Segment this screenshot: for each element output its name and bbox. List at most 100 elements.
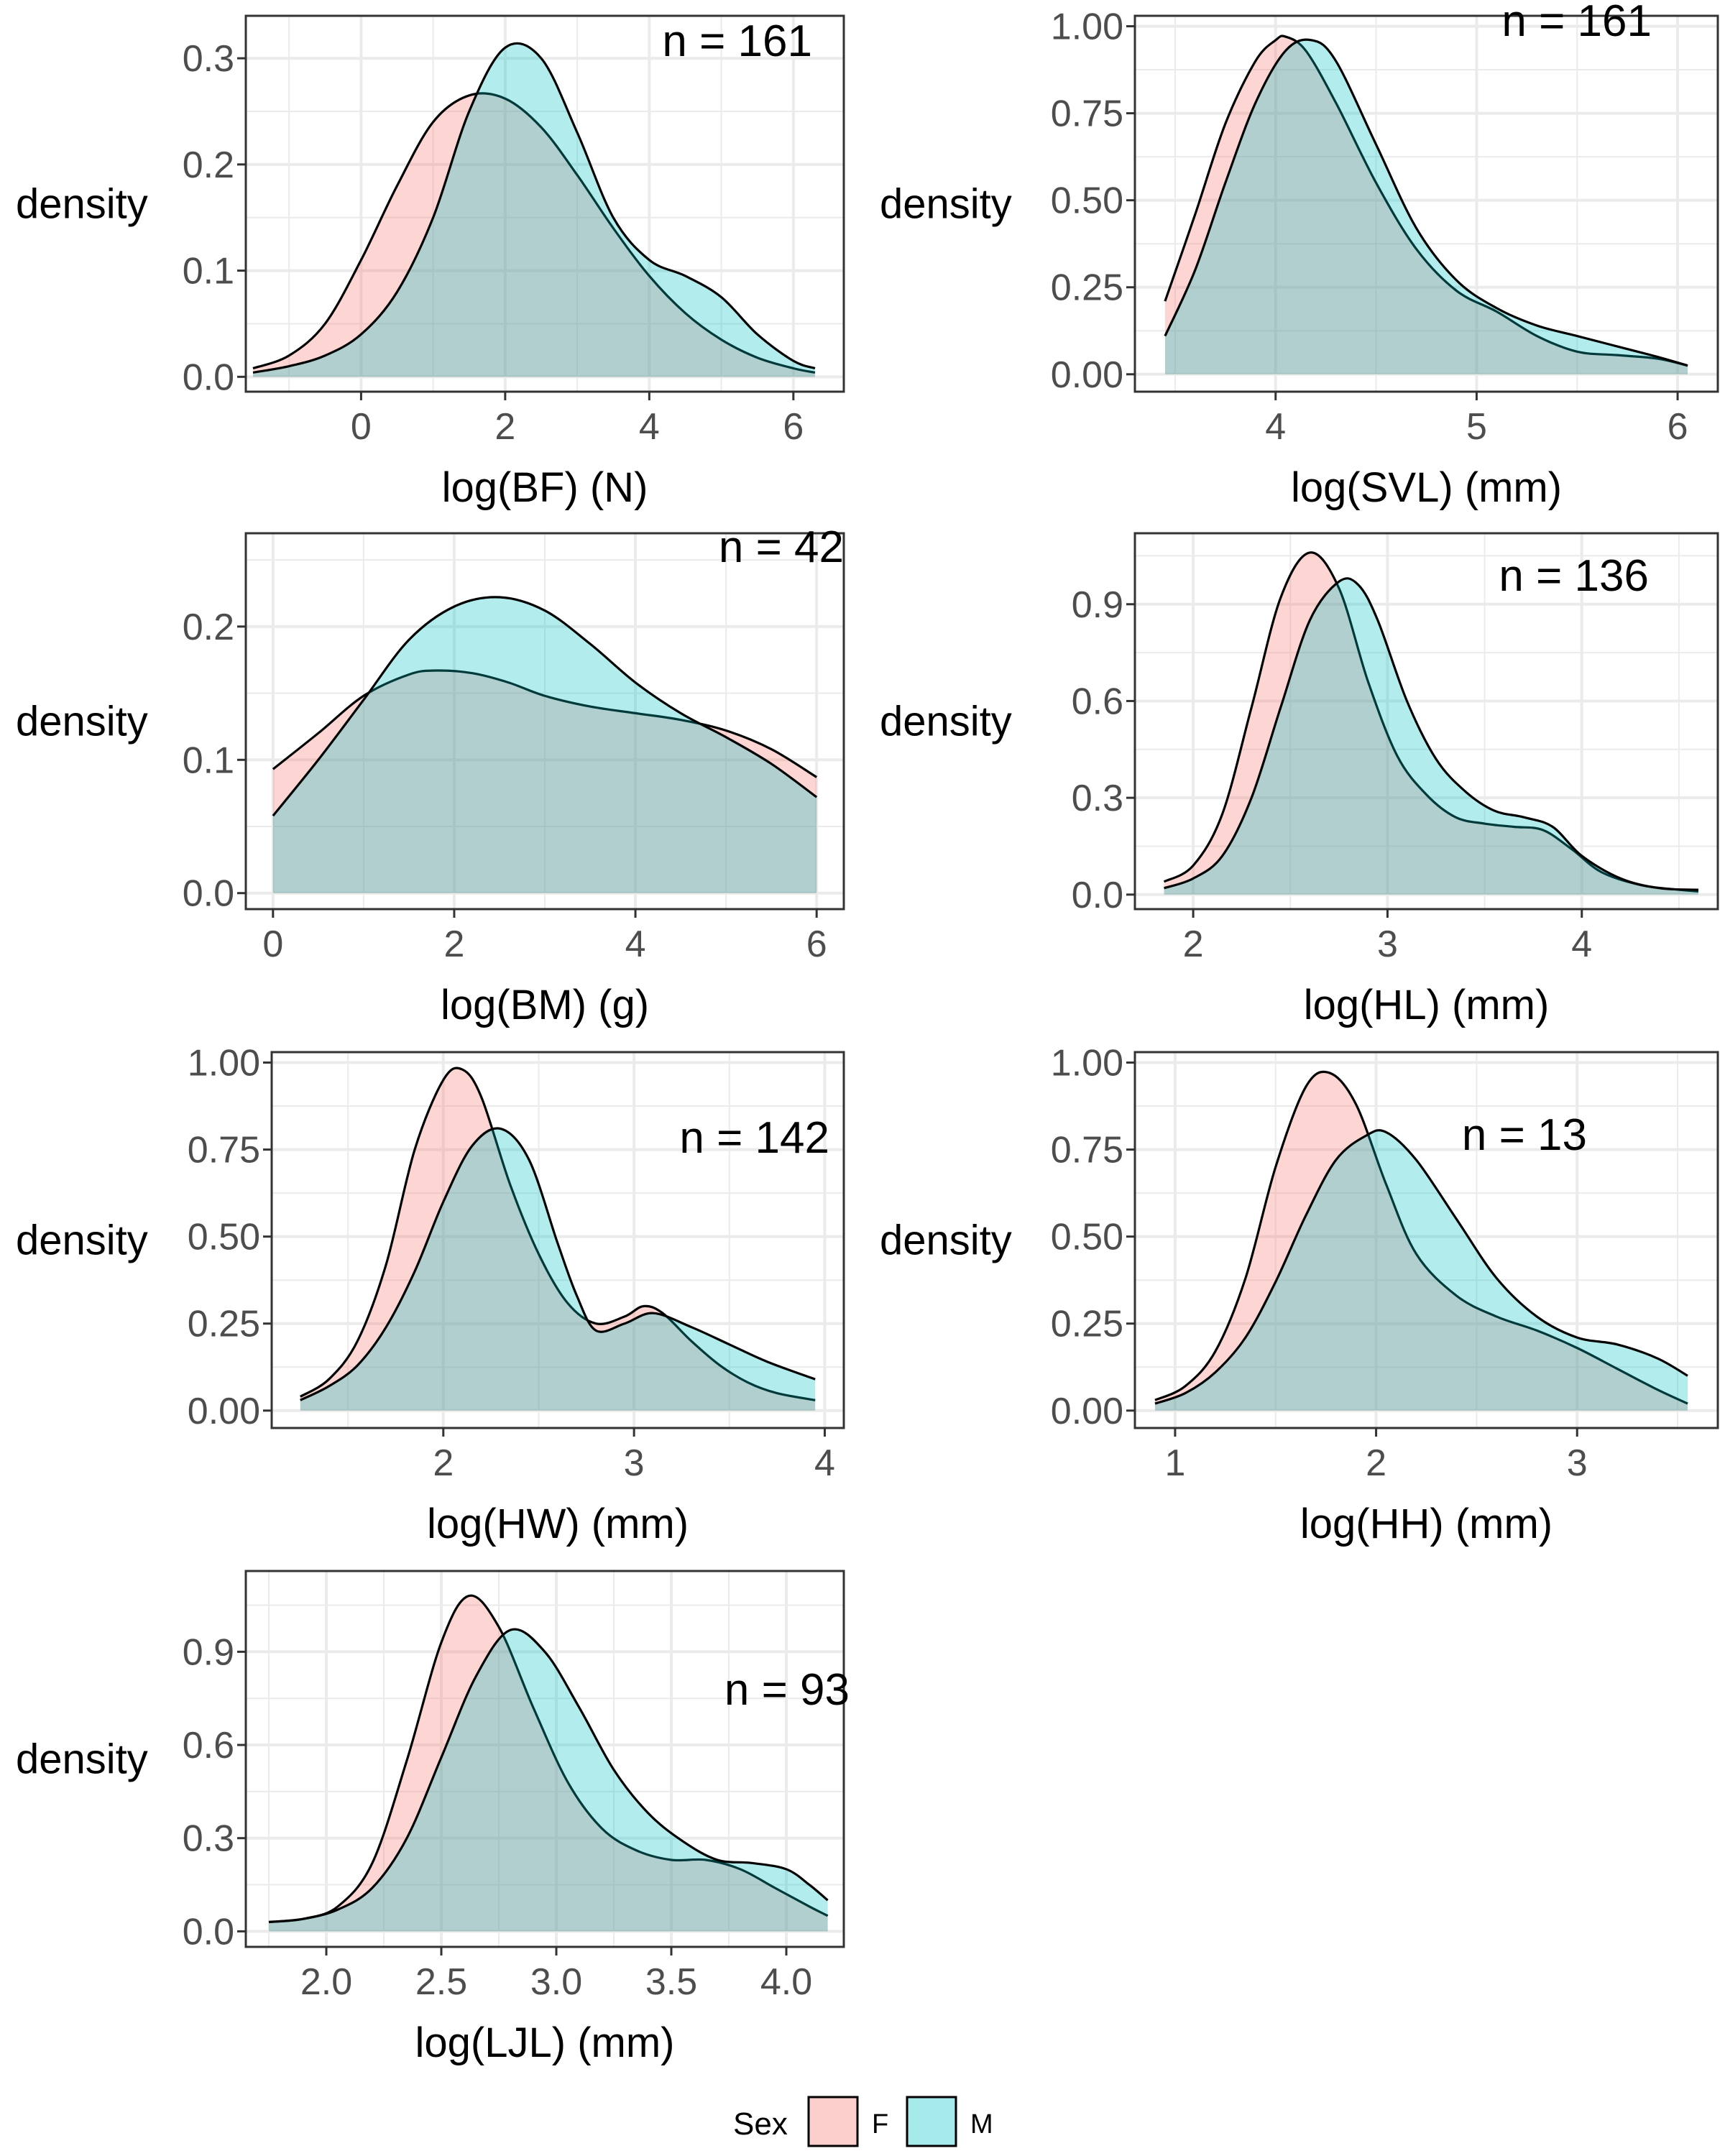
density-line-m [272,596,818,817]
panel-bf: 0 2 4 6 0.0 0.1 0.2 0.3 log(BF) (N) density n = 16… [16,14,845,511]
density-area-f [272,670,817,893]
density-areas-bm [272,596,818,893]
density-area-f [1164,35,1688,374]
legend-label-m: M [970,2109,993,2139]
x-tick-label: 4 [1265,406,1286,448]
density-line-f [268,1594,829,1924]
sample-size-annotation: n = 142 [679,1113,829,1163]
y-axis-title: density [880,1217,1012,1264]
y-axis-title: density [880,181,1012,228]
x-tick-label: 5 [1466,406,1487,448]
density-area-m [272,596,817,893]
grid-hl [1135,533,1718,909]
y-tick-label: 0.50 [1051,180,1123,222]
y-axis-title: density [16,181,148,228]
panel-border [270,1051,845,1429]
x-tick-label: 2.0 [300,1961,352,2003]
x-tick-label: 4 [814,1442,835,1484]
x-tick-label: 0 [262,923,283,965]
grid-bm [246,533,844,909]
y-axis-title: density [16,1736,148,1783]
density-area-m [1154,1130,1688,1411]
panel-border [244,14,845,393]
x-axis-title: log(HL) (mm) [1304,982,1550,1028]
y-tick-label: 0.25 [1051,267,1123,309]
density-line-m [300,1127,816,1401]
x-axis-title: log(SVL) (mm) [1291,464,1562,511]
density-area-f [300,1068,816,1411]
panel-svl: 4 5 6 0.00 0.25 0.50 0.75 1.00 log(SVL) (mm) dens… [880,0,1719,511]
y-tick-label: 0.75 [1051,93,1123,135]
density-line-f [1163,551,1699,893]
x-tick-label: 2.5 [415,1961,467,2003]
x-tick-label: 4 [625,923,646,965]
y-tick-label: 1.00 [1051,1043,1123,1084]
panel-border [1133,1051,1719,1429]
x-tick-label: 6 [806,923,827,965]
density-line-f [1154,1070,1688,1405]
grid-hw [272,1052,844,1428]
density-line-f [272,669,818,778]
legend-title: Sex [733,2106,788,2142]
y-tick-label: 0.3 [183,38,234,80]
panel-background [1135,1052,1718,1428]
y-tick-label: 0.6 [183,1725,234,1766]
panel-border [244,1570,845,1948]
y-axis-title: density [16,699,148,745]
y-tick-label: 0.3 [183,1818,234,1860]
x-tick-label: 3 [624,1442,645,1484]
x-axis-title: log(BF) (N) [442,464,648,511]
y-tick-label: 0.50 [1051,1217,1123,1258]
panel-border [1133,14,1719,393]
x-tick-label: 2 [443,923,464,965]
panel-border [244,532,845,911]
y-tick-label: 0.2 [183,607,234,648]
density-area-m [1164,578,1698,895]
x-axis-title: log(BM) (g) [441,982,649,1028]
y-tick-label: 0.9 [1072,584,1123,626]
x-tick-label: 1 [1164,1442,1185,1484]
panel-bm: 0 2 4 6 0.0 0.1 0.2 log(BM) (g) density n = 42 [16,522,845,1028]
y-axis-title: density [16,1217,148,1264]
y-tick-label: 0.2 [183,144,234,186]
y-tick-label: 0.0 [1072,875,1123,916]
y-tick-label: 0.0 [183,873,234,915]
density-line-f [1164,34,1688,367]
x-axis-title: log(HH) (mm) [1300,1501,1552,1547]
x-tick-label: 3 [1377,923,1398,965]
x-tick-label: 0 [351,406,372,448]
y-tick-label: 1.00 [188,1043,260,1084]
grid-bf [246,16,844,392]
density-areas-bf [252,42,816,377]
sample-size-annotation: n = 136 [1499,551,1649,601]
sample-size-annotation: n = 161 [1501,0,1652,46]
y-tick-label: 0.75 [188,1130,260,1171]
sample-size-annotation: n = 161 [662,17,812,66]
density-areas-hl [1163,551,1699,895]
legend: Sex F M [733,2096,993,2147]
x-tick-label: 6 [783,406,804,448]
x-tick-label: 2 [433,1442,454,1484]
x-tick-label: 4 [639,406,660,448]
panel-background [246,16,844,392]
x-axis-title: log(HW) (mm) [427,1501,689,1547]
density-area-f [1164,552,1698,895]
panel-ljl: 2.0 2.5 3.0 3.5 4.0 0.0 0.3 0.6 0.9 log(LJL) (mm)… [16,1570,850,2066]
x-tick-label: 3.0 [530,1961,582,2003]
sample-size-annotation: n = 93 [724,1665,850,1715]
y-tick-label: 0.1 [183,251,234,292]
density-line-m [1164,38,1688,367]
density-areas-hh [1154,1070,1688,1411]
legend-key-m [906,2096,957,2147]
density-line-f [299,1067,816,1401]
y-axis-title: density [880,699,1012,745]
grid-ljl [246,1571,844,1947]
panel-background [1135,16,1718,392]
panel-border [1133,532,1719,911]
y-tick-label: 1.00 [1051,6,1123,48]
x-tick-label: 4.0 [760,1961,812,2003]
x-tick-label: 2 [1366,1442,1386,1484]
y-tick-label: 0.00 [188,1391,260,1432]
x-tick-label: 6 [1668,406,1688,448]
